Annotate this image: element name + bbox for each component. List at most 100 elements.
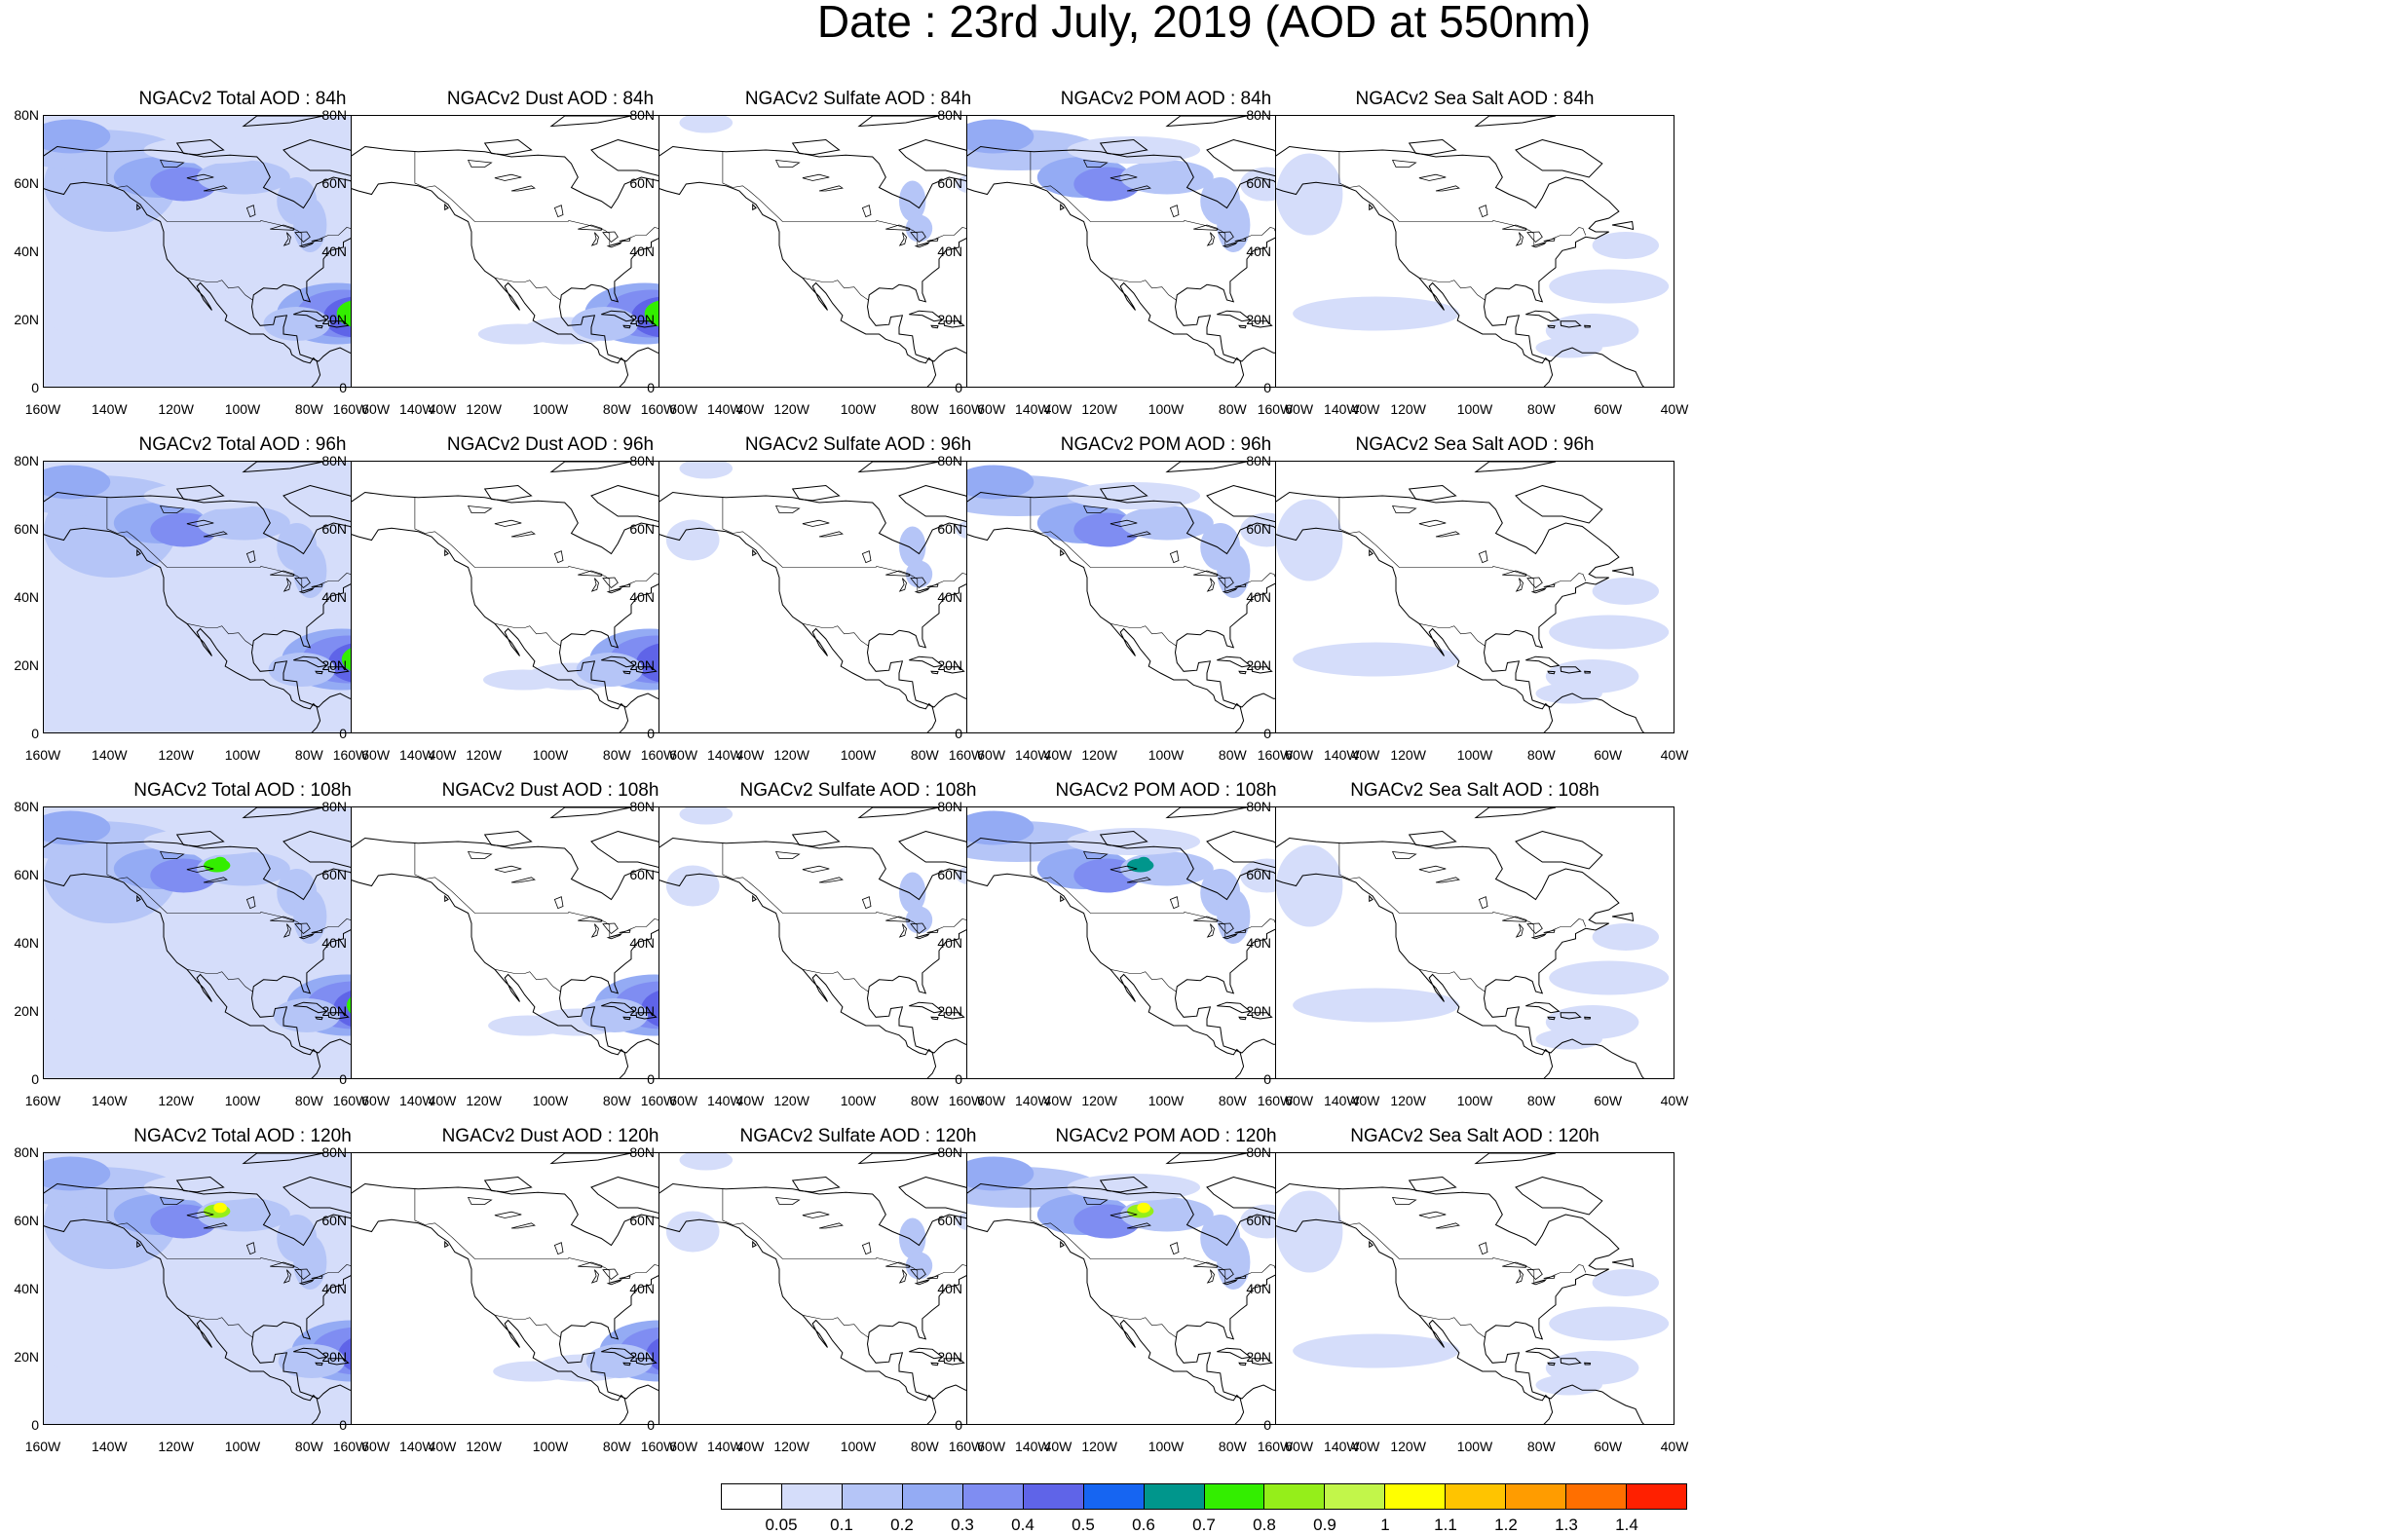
lon-tick-label: 140W (707, 401, 743, 417)
lat-tick-label: 80N (321, 107, 347, 123)
lon-tick-label: 160W (332, 1093, 369, 1108)
panel-title: NGACv2 Dust AOD : 84h (446, 89, 655, 109)
lat-tick-label: 40N (14, 935, 39, 951)
lat-tick-label: 60N (1246, 175, 1271, 191)
lon-tick-label: 160W (948, 1439, 985, 1454)
panel-title: NGACv2 Sea Salt AOD : 84h (1355, 89, 1595, 109)
lon-tick-label: 120W (158, 747, 194, 763)
lat-tick-label: 60N (321, 521, 347, 537)
lat-tick-label: 0 (1263, 1071, 1271, 1087)
lat-tick-label: 60N (937, 867, 962, 882)
lon-tick-label: 140W (92, 747, 128, 763)
lat-tick-label: 40N (321, 243, 347, 259)
colorbar-label: 0.1 (830, 1516, 853, 1534)
lon-tick-label: 40W (1660, 1093, 1689, 1108)
lon-tick-label: 160W (24, 1093, 61, 1108)
lat-tick-label: 80N (937, 107, 962, 123)
lon-tick-label: 80W (602, 1439, 631, 1454)
map-panel-seasalt-96h: NGACv2 Sea Salt AOD : 96h 80N 60N 40N 20N 0 16… (1232, 433, 1719, 778)
aod-field (967, 119, 1294, 252)
lon-tick-label: 160W (332, 1439, 369, 1454)
lon-tick-label: 40W (1660, 747, 1689, 763)
lat-tick-label: 40N (937, 935, 962, 951)
lon-tick-label: 40W (1043, 747, 1072, 763)
lon-tick-label: 80W (1526, 1093, 1556, 1108)
lon-tick-label: 120W (1390, 747, 1426, 763)
lon-tick-label: 160W (1257, 747, 1294, 763)
lon-tick-label: 80W (294, 401, 323, 417)
lat-tick-label: 0 (647, 1071, 655, 1087)
panel-title: NGACv2 Sea Salt AOD : 120h (1350, 1126, 1599, 1146)
lon-tick-label: 80W (294, 1093, 323, 1108)
lat-tick-label: 0 (1263, 1417, 1271, 1433)
lon-tick-label: 100W (1148, 1439, 1185, 1454)
lat-tick-label: 40N (937, 589, 962, 605)
lat-tick-label: 20N (937, 312, 962, 327)
lat-tick-label: 20N (937, 1349, 962, 1365)
lat-tick-label: 20N (321, 1003, 347, 1019)
lon-tick-label: 60W (1285, 1439, 1314, 1454)
lat-tick-label: 60N (321, 1213, 347, 1228)
colorbar-label: 0.5 (1072, 1516, 1095, 1534)
lon-tick-label: 60W (669, 747, 698, 763)
lon-tick-label: 80W (294, 747, 323, 763)
lon-tick-label: 160W (1257, 401, 1294, 417)
lon-tick-label: 80W (1218, 1439, 1247, 1454)
lon-tick-label: 140W (1015, 747, 1051, 763)
lat-tick-label: 80N (1246, 453, 1271, 468)
aod-map (1276, 1153, 1670, 1424)
lat-tick-label: 80N (629, 1144, 655, 1160)
lat-tick-label: 20N (937, 657, 962, 673)
lat-tick-label: 20N (1246, 657, 1271, 673)
lat-tick-label: 0 (955, 726, 962, 741)
lat-tick-label: 40N (937, 1281, 962, 1296)
lon-tick-label: 120W (1081, 1093, 1117, 1108)
colorbar-label: 1.1 (1434, 1516, 1457, 1534)
lon-tick-label: 40W (1043, 401, 1072, 417)
lon-tick-label: 120W (773, 1093, 809, 1108)
lon-tick-label: 80W (1218, 401, 1247, 417)
lat-tick-label: 0 (339, 726, 347, 741)
lon-tick-label: 140W (399, 1439, 435, 1454)
aod-map (967, 116, 1336, 387)
lon-tick-label: 160W (948, 1093, 985, 1108)
lon-tick-label: 100W (224, 401, 261, 417)
lat-tick-label: 20N (321, 312, 347, 327)
lon-tick-label: 80W (602, 747, 631, 763)
lat-tick-label: 80N (14, 107, 39, 123)
lon-tick-label: 60W (1285, 401, 1314, 417)
lat-tick-label: 60N (629, 175, 655, 191)
lat-tick-label: 0 (1263, 726, 1271, 741)
lat-tick-label: 80N (321, 1144, 347, 1160)
lon-tick-label: 140W (399, 401, 435, 417)
lon-tick-label: 160W (640, 1439, 677, 1454)
lat-tick-label: 20N (14, 1003, 39, 1019)
panel-title: NGACv2 Sea Salt AOD : 108h (1350, 780, 1599, 801)
lon-tick-label: 80W (910, 1093, 939, 1108)
lat-tick-label: 20N (321, 657, 347, 673)
lat-tick-label: 40N (321, 589, 347, 605)
lon-tick-label: 100W (1456, 1093, 1493, 1108)
lat-tick-label: 20N (14, 1349, 39, 1365)
lat-tick-label: 20N (1246, 312, 1271, 327)
lat-tick-label: 40N (321, 1281, 347, 1296)
lon-tick-label: 120W (773, 401, 809, 417)
lon-tick-label: 40W (428, 401, 457, 417)
lon-tick-label: 40W (735, 1093, 765, 1108)
lat-tick-label: 40N (14, 589, 39, 605)
lat-tick-label: 60N (629, 1213, 655, 1228)
lon-tick-label: 120W (1390, 1439, 1426, 1454)
aod-field (1276, 844, 1670, 1050)
aod-map (1276, 462, 1670, 732)
lon-tick-label: 140W (92, 1439, 128, 1454)
lat-tick-label: 20N (1246, 1003, 1271, 1019)
lat-tick-label: 0 (955, 1071, 962, 1087)
lon-tick-label: 100W (840, 1439, 877, 1454)
lon-tick-label: 120W (1081, 401, 1117, 417)
lon-tick-label: 160W (640, 401, 677, 417)
lat-tick-label: 40N (629, 589, 655, 605)
lon-tick-label: 100W (840, 1093, 877, 1108)
lat-tick-label: 0 (31, 380, 39, 395)
colorbar-label: 0.3 (951, 1516, 974, 1534)
lon-tick-label: 40W (1351, 401, 1380, 417)
